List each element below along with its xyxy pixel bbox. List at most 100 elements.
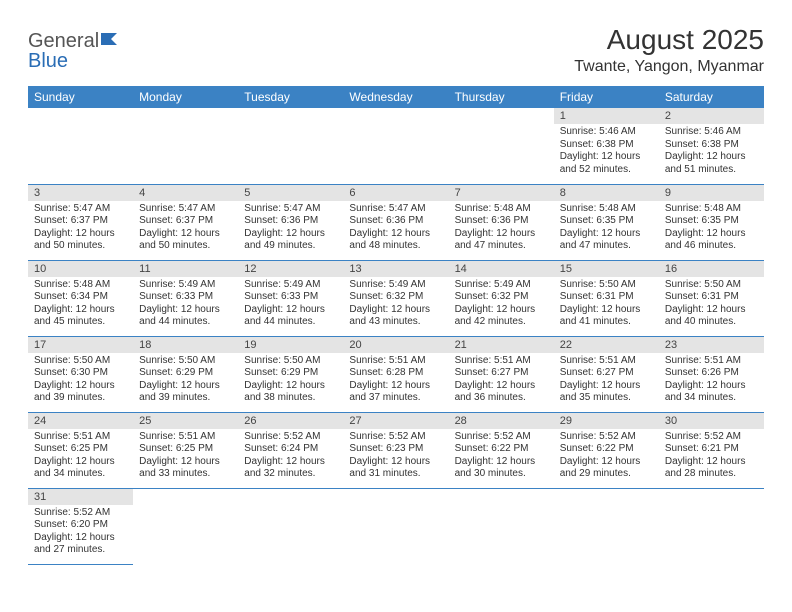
day-details: Sunrise: 5:48 AMSunset: 6:36 PMDaylight:… <box>449 201 554 257</box>
day-number: 31 <box>28 489 133 505</box>
page-header: General August 2025 Twante, Yangon, Myan… <box>28 24 764 76</box>
day-number: 17 <box>28 337 133 353</box>
sunrise-line: Sunrise: 5:47 AM <box>349 203 425 214</box>
daylight-line: Daylight: 12 hours and 44 minutes. <box>244 304 325 328</box>
daylight-line: Daylight: 12 hours and 50 minutes. <box>139 228 220 252</box>
day-number: 27 <box>343 413 448 429</box>
day-number: 7 <box>449 185 554 201</box>
day-details: Sunrise: 5:50 AMSunset: 6:30 PMDaylight:… <box>28 353 133 409</box>
sunrise-line: Sunrise: 5:50 AM <box>665 279 741 290</box>
day-number-empty <box>554 489 659 505</box>
daylight-line: Daylight: 12 hours and 37 minutes. <box>349 380 430 404</box>
sunset-line: Sunset: 6:34 PM <box>34 291 108 302</box>
day-details: Sunrise: 5:52 AMSunset: 6:20 PMDaylight:… <box>28 505 133 561</box>
day-number: 24 <box>28 413 133 429</box>
sunset-line: Sunset: 6:36 PM <box>244 215 318 226</box>
calendar-day-cell <box>449 108 554 184</box>
calendar-day-cell <box>133 488 238 564</box>
daylight-line: Daylight: 12 hours and 49 minutes. <box>244 228 325 252</box>
day-number: 11 <box>133 261 238 277</box>
calendar-day-cell <box>343 108 448 184</box>
day-number: 4 <box>133 185 238 201</box>
weekday-header: Saturday <box>659 86 764 108</box>
sunset-line: Sunset: 6:25 PM <box>139 443 213 454</box>
calendar-table: SundayMondayTuesdayWednesdayThursdayFrid… <box>28 86 764 565</box>
calendar-day-cell: 27Sunrise: 5:52 AMSunset: 6:23 PMDayligh… <box>343 412 448 488</box>
sunrise-line: Sunrise: 5:51 AM <box>560 355 636 366</box>
sunrise-line: Sunrise: 5:51 AM <box>139 431 215 442</box>
daylight-line: Daylight: 12 hours and 50 minutes. <box>34 228 115 252</box>
day-number: 2 <box>659 108 764 124</box>
day-number-empty <box>133 489 238 505</box>
calendar-body: 1Sunrise: 5:46 AMSunset: 6:38 PMDaylight… <box>28 108 764 564</box>
day-number: 10 <box>28 261 133 277</box>
sunrise-line: Sunrise: 5:51 AM <box>455 355 531 366</box>
sunset-line: Sunset: 6:22 PM <box>560 443 634 454</box>
month-title: August 2025 <box>574 24 764 56</box>
day-number-empty <box>238 489 343 505</box>
sunrise-line: Sunrise: 5:50 AM <box>244 355 320 366</box>
calendar-day-cell: 13Sunrise: 5:49 AMSunset: 6:32 PMDayligh… <box>343 260 448 336</box>
day-number: 29 <box>554 413 659 429</box>
sunset-line: Sunset: 6:26 PM <box>665 367 739 378</box>
logo-flag-icon <box>101 30 123 53</box>
weekday-header: Sunday <box>28 86 133 108</box>
day-details: Sunrise: 5:49 AMSunset: 6:32 PMDaylight:… <box>449 277 554 333</box>
weekday-header: Monday <box>133 86 238 108</box>
calendar-day-cell: 14Sunrise: 5:49 AMSunset: 6:32 PMDayligh… <box>449 260 554 336</box>
day-number: 22 <box>554 337 659 353</box>
daylight-line: Daylight: 12 hours and 34 minutes. <box>34 456 115 480</box>
calendar-day-cell: 15Sunrise: 5:50 AMSunset: 6:31 PMDayligh… <box>554 260 659 336</box>
day-details: Sunrise: 5:47 AMSunset: 6:36 PMDaylight:… <box>238 201 343 257</box>
day-number-empty <box>343 108 448 124</box>
daylight-line: Daylight: 12 hours and 51 minutes. <box>665 151 746 175</box>
sunset-line: Sunset: 6:20 PM <box>34 519 108 530</box>
calendar-week-row: 17Sunrise: 5:50 AMSunset: 6:30 PMDayligh… <box>28 336 764 412</box>
sunset-line: Sunset: 6:36 PM <box>455 215 529 226</box>
day-details: Sunrise: 5:51 AMSunset: 6:25 PMDaylight:… <box>133 429 238 485</box>
calendar-day-cell <box>238 488 343 564</box>
daylight-line: Daylight: 12 hours and 40 minutes. <box>665 304 746 328</box>
calendar-day-cell <box>343 488 448 564</box>
daylight-line: Daylight: 12 hours and 39 minutes. <box>139 380 220 404</box>
day-details: Sunrise: 5:52 AMSunset: 6:23 PMDaylight:… <box>343 429 448 485</box>
sunrise-line: Sunrise: 5:49 AM <box>349 279 425 290</box>
daylight-line: Daylight: 12 hours and 52 minutes. <box>560 151 641 175</box>
day-number-empty <box>659 489 764 505</box>
day-details: Sunrise: 5:50 AMSunset: 6:31 PMDaylight:… <box>554 277 659 333</box>
sunset-line: Sunset: 6:37 PM <box>139 215 213 226</box>
sunrise-line: Sunrise: 5:52 AM <box>665 431 741 442</box>
calendar-day-cell: 7Sunrise: 5:48 AMSunset: 6:36 PMDaylight… <box>449 184 554 260</box>
day-details: Sunrise: 5:47 AMSunset: 6:37 PMDaylight:… <box>133 201 238 257</box>
calendar-day-cell: 28Sunrise: 5:52 AMSunset: 6:22 PMDayligh… <box>449 412 554 488</box>
day-details: Sunrise: 5:51 AMSunset: 6:27 PMDaylight:… <box>554 353 659 409</box>
day-details: Sunrise: 5:49 AMSunset: 6:33 PMDaylight:… <box>133 277 238 333</box>
day-number-empty <box>28 108 133 124</box>
sunset-line: Sunset: 6:27 PM <box>560 367 634 378</box>
sunset-line: Sunset: 6:22 PM <box>455 443 529 454</box>
day-details: Sunrise: 5:47 AMSunset: 6:36 PMDaylight:… <box>343 201 448 257</box>
daylight-line: Daylight: 12 hours and 46 minutes. <box>665 228 746 252</box>
day-details: Sunrise: 5:51 AMSunset: 6:28 PMDaylight:… <box>343 353 448 409</box>
location-text: Twante, Yangon, Myanmar <box>574 58 764 76</box>
calendar-day-cell: 18Sunrise: 5:50 AMSunset: 6:29 PMDayligh… <box>133 336 238 412</box>
calendar-day-cell: 21Sunrise: 5:51 AMSunset: 6:27 PMDayligh… <box>449 336 554 412</box>
sunrise-line: Sunrise: 5:46 AM <box>560 126 636 137</box>
sunrise-line: Sunrise: 5:52 AM <box>349 431 425 442</box>
sunrise-line: Sunrise: 5:49 AM <box>244 279 320 290</box>
weekday-header: Wednesday <box>343 86 448 108</box>
day-details: Sunrise: 5:52 AMSunset: 6:24 PMDaylight:… <box>238 429 343 485</box>
calendar-week-row: 1Sunrise: 5:46 AMSunset: 6:38 PMDaylight… <box>28 108 764 184</box>
day-details: Sunrise: 5:50 AMSunset: 6:31 PMDaylight:… <box>659 277 764 333</box>
weekday-header: Thursday <box>449 86 554 108</box>
day-number-empty <box>343 489 448 505</box>
daylight-line: Daylight: 12 hours and 38 minutes. <box>244 380 325 404</box>
calendar-day-cell <box>554 488 659 564</box>
daylight-line: Daylight: 12 hours and 28 minutes. <box>665 456 746 480</box>
weekday-header: Friday <box>554 86 659 108</box>
day-details: Sunrise: 5:50 AMSunset: 6:29 PMDaylight:… <box>133 353 238 409</box>
sunrise-line: Sunrise: 5:49 AM <box>455 279 531 290</box>
calendar-day-cell: 16Sunrise: 5:50 AMSunset: 6:31 PMDayligh… <box>659 260 764 336</box>
day-number: 6 <box>343 185 448 201</box>
day-number: 26 <box>238 413 343 429</box>
